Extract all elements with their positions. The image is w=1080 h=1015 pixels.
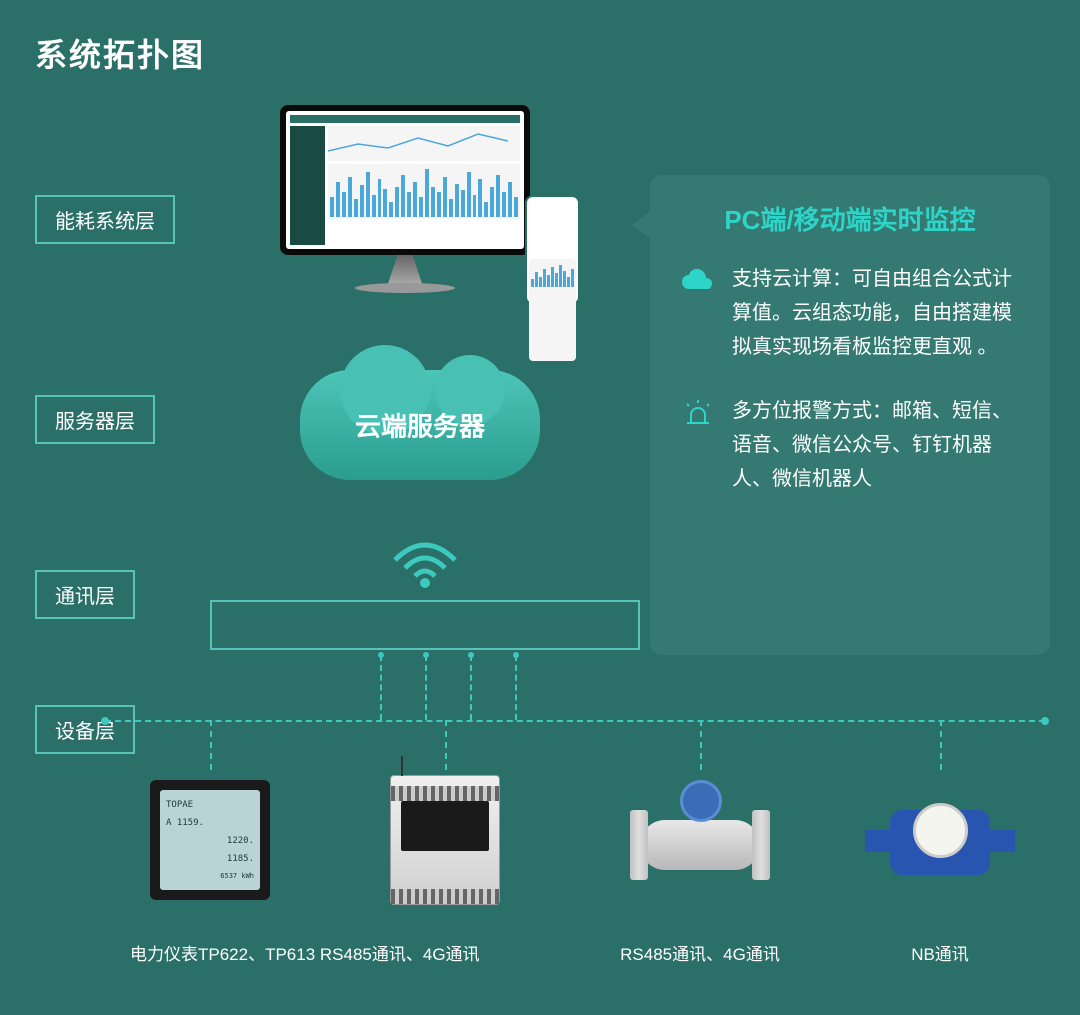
layer-label-1: 能耗系统层 [35,195,175,244]
layer-label-3: 通讯层 [35,570,135,619]
alarm-icon [678,394,718,434]
connector-line [515,655,517,720]
layer-label-4: 设备层 [35,705,135,754]
monitor-group [280,105,580,310]
desktop-monitor-icon [280,105,530,255]
connector-line [425,655,427,720]
speech-tail [632,210,652,240]
layer-label-2: 服务器层 [35,395,155,444]
drop-line [210,720,212,770]
power-meter-icon: TOPAE A 1159. 1220. 1185. 6537 kWh [120,770,300,910]
phone-icon [525,195,580,305]
connector-line [380,655,382,720]
cloud-server-icon: 云端服务器 [300,370,540,480]
drop-line [700,720,702,770]
wifi-icon [390,530,460,590]
cloud-icon [678,262,718,302]
device-label-3: NB通讯 [880,940,1000,965]
hub-box [210,600,640,650]
info-text-1: 支持云计算：可自由组合公式计算值。云组态功能，自由搭建模拟真实现场看板监控更直观… [732,262,1022,364]
device-bus-line [105,720,1045,722]
cloud-label: 云端服务器 [355,407,485,444]
connector-line [470,655,472,720]
flow-sensor-icon [610,770,790,910]
info-title: PC端/移动端实时监控 [678,200,1022,237]
drop-line [445,720,447,770]
info-text-2: 多方位报警方式：邮箱、短信、语音、微信公众号、钉钉机器人、微信机器人 [732,394,1022,496]
info-panel: PC端/移动端实时监控 支持云计算：可自由组合公式计算值。云组态功能，自由搭建模… [650,175,1050,655]
gateway-device-icon [355,770,535,910]
device-label-2: RS485通讯、4G通讯 [600,940,800,965]
page-title: 系统拓扑图 [35,30,205,76]
drop-line [940,720,942,770]
device-label-1: 电力仪表TP622、TP613 RS485通讯、4G通讯 [130,940,560,965]
water-meter-icon [850,770,1030,910]
